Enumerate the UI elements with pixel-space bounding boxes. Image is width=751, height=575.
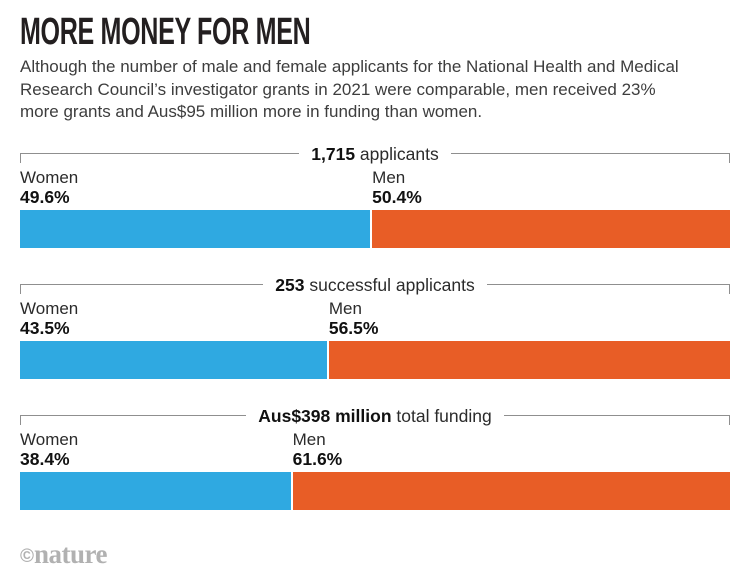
bracket-line-right xyxy=(450,152,730,163)
section-successful-applicants: 253 successful applicants Women 43.5% Me… xyxy=(20,276,730,379)
section-title-value: Aus$398 million xyxy=(258,405,392,426)
bar-segment-women xyxy=(20,209,373,248)
bar-segment-women xyxy=(20,340,329,379)
men-label: Men xyxy=(328,298,362,318)
segment-labels: Women 43.5% Men 56.5% xyxy=(20,298,730,338)
section-title-value: 253 xyxy=(275,274,305,295)
women-label: Women xyxy=(20,167,79,187)
section-title-value: 1,715 xyxy=(311,143,356,164)
bracket-line-right xyxy=(503,414,730,425)
nature-logo: nature xyxy=(34,538,108,569)
page-title: MORE MONEY FOR MEN xyxy=(20,11,311,53)
bracket-line-left xyxy=(20,414,247,425)
bracket-line-right xyxy=(486,283,730,294)
section-title: Aus$398 million total funding xyxy=(246,407,503,425)
section-header: 253 successful applicants xyxy=(20,276,730,294)
women-label-block: Women 38.4% xyxy=(20,429,78,469)
bar-segment-women xyxy=(20,471,293,510)
nature-credit: ©nature xyxy=(20,539,730,570)
chart-sections: 1,715 applicants Women 49.6% Men 50.4% xyxy=(20,145,730,510)
bracket-line-left xyxy=(20,283,264,294)
segment-labels: Women 38.4% Men 61.6% xyxy=(20,429,730,469)
women-percentage: 49.6% xyxy=(20,186,70,207)
section-title: 253 successful applicants xyxy=(263,276,486,294)
bar-segment-men xyxy=(292,471,730,510)
men-percentage: 50.4% xyxy=(372,186,422,207)
women-label-block: Women 43.5% xyxy=(20,298,78,338)
section-applicants: 1,715 applicants Women 49.6% Men 50.4% xyxy=(20,145,730,248)
women-label: Women xyxy=(20,298,79,318)
stacked-bar xyxy=(20,209,730,248)
section-title: 1,715 applicants xyxy=(299,145,450,163)
bar-segment-men xyxy=(372,209,730,248)
bar-segment-men xyxy=(328,340,730,379)
men-label-block: Men 50.4% xyxy=(372,167,422,207)
men-percentage: 61.6% xyxy=(292,448,343,469)
bracket-line-left xyxy=(20,152,300,163)
section-total-funding: Aus$398 million total funding Women 38.4… xyxy=(20,407,730,510)
section-header: Aus$398 million total funding xyxy=(20,407,730,425)
section-title-unit: applicants xyxy=(355,143,439,164)
men-label: Men xyxy=(372,167,406,187)
copyright-icon: © xyxy=(20,545,34,567)
men-label: Men xyxy=(292,429,326,449)
section-title-unit: successful applicants xyxy=(304,274,475,295)
segment-labels: Women 49.6% Men 50.4% xyxy=(20,167,730,207)
men-percentage: 56.5% xyxy=(328,317,379,338)
section-header: 1,715 applicants xyxy=(20,145,730,163)
women-label-block: Women 49.6% xyxy=(20,167,78,207)
women-label: Women xyxy=(20,429,79,449)
women-percentage: 38.4% xyxy=(20,448,70,469)
stacked-bar xyxy=(20,471,730,510)
men-label-block: Men 61.6% xyxy=(293,429,343,469)
stacked-bar xyxy=(20,340,730,379)
section-title-unit: total funding xyxy=(391,405,492,426)
women-percentage: 43.5% xyxy=(20,317,70,338)
men-label-block: Men 56.5% xyxy=(329,298,379,338)
chart-description: Although the number of male and female a… xyxy=(20,57,679,121)
